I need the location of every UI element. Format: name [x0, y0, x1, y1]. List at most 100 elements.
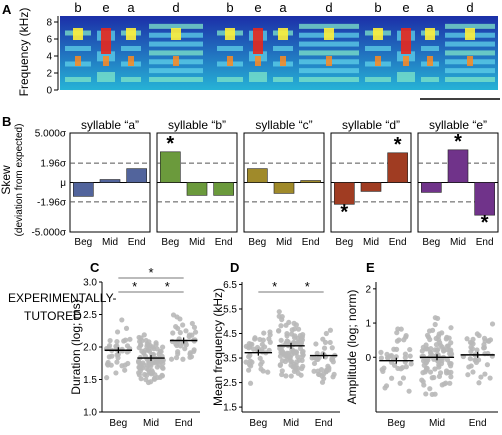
data-point [293, 366, 299, 372]
data-point [397, 380, 403, 386]
spectrogram-hotspot [280, 56, 286, 66]
data-point [437, 370, 444, 376]
data-point [191, 324, 198, 330]
data-point [168, 356, 175, 362]
spectrogram-harmonic [65, 46, 91, 51]
data-point [314, 350, 320, 356]
spectrogram-harmonic [121, 77, 141, 82]
data-point [329, 355, 335, 362]
scatter-x-tick-label: End [469, 418, 487, 429]
data-point [119, 317, 125, 323]
data-point [246, 354, 252, 360]
skew-x-tick-label: End [476, 237, 494, 248]
data-point [427, 336, 433, 343]
data-point [330, 374, 336, 380]
skew-y-tick-label: μ [60, 178, 66, 189]
data-point [289, 327, 295, 333]
data-point [315, 371, 322, 377]
significance-asterisk: * [305, 279, 310, 294]
spectrogram-harmonic [445, 23, 495, 29]
data-point [391, 362, 398, 368]
data-point [385, 355, 391, 361]
significance-asterisk: * [340, 201, 348, 223]
spectrogram-harmonic [445, 68, 495, 74]
data-point [400, 375, 407, 381]
data-point [278, 337, 284, 343]
data-point [278, 323, 284, 329]
data-point [137, 368, 143, 374]
spectrogram-harmonic [299, 68, 359, 74]
data-point [124, 343, 131, 349]
spectrogram-hotspot [255, 56, 261, 66]
data-point [311, 360, 318, 367]
scatter-panels: Duration (log; ms) 1.0 1.5 2.0 2.5 3.0 Beg Mid E… [69, 265, 498, 429]
spectrogram-harmonic [121, 46, 141, 51]
data-point [122, 337, 129, 343]
significance-asterisk: * [165, 279, 170, 294]
data-point [468, 363, 474, 369]
skew-panel: syllable “a” Beg Mid End [69, 118, 151, 248]
spectrogram-harmonic [65, 77, 91, 82]
skew-y-tick-label: -1.96σ [37, 197, 67, 208]
data-point [292, 340, 298, 346]
skew-bar [273, 182, 295, 194]
data-point [138, 376, 144, 382]
data-point [329, 345, 335, 351]
panel-label-e: E [366, 260, 375, 275]
spectrogram-harmonic [217, 46, 243, 51]
spectrogram-harmonic [149, 50, 203, 56]
data-point [257, 355, 263, 361]
data-point [127, 336, 133, 342]
spectrogram-harmonic [299, 77, 359, 82]
data-point [125, 348, 132, 354]
data-point [170, 312, 177, 318]
data-point [189, 320, 195, 327]
skew-y-tick-label: 5.000σ [35, 129, 67, 140]
data-point [259, 346, 265, 353]
data-point [323, 330, 329, 337]
data-point [260, 337, 266, 343]
data-point [146, 359, 152, 365]
data-point [267, 332, 273, 338]
spectrogram-hotspot [73, 28, 83, 40]
data-point [396, 337, 402, 343]
data-point [246, 367, 252, 373]
data-point [114, 352, 120, 358]
syllable-label: d [466, 0, 473, 15]
data-point [327, 327, 334, 333]
data-point [474, 331, 480, 337]
skew-bar [160, 151, 181, 183]
spectrogram-harmonic [149, 41, 203, 47]
data-point [150, 344, 156, 350]
spectrogram-harmonic [365, 46, 391, 51]
data-point [423, 391, 429, 397]
scatter-x-tick-label: Mid [429, 418, 445, 429]
skew-x-tick-label: Beg [422, 237, 440, 248]
scatter-ylabel: Duration (log; ms) [69, 299, 83, 394]
data-point [299, 350, 306, 356]
data-point [489, 321, 496, 327]
data-point [261, 330, 267, 336]
data-point [180, 322, 186, 328]
spectrogram [60, 16, 498, 90]
spectrogram-y-tick-label: 6 [46, 35, 52, 46]
syllable-label: a [127, 0, 135, 15]
skew-bar [99, 179, 121, 183]
spectrogram-hotspot [128, 56, 134, 66]
data-point [188, 354, 195, 360]
data-point [160, 344, 166, 350]
spectrogram-hotspot [225, 28, 235, 40]
skew-bar [73, 182, 94, 197]
data-point [378, 349, 384, 355]
data-point [288, 373, 294, 379]
data-point [154, 364, 160, 370]
data-point [448, 325, 454, 331]
skew-x-tick-label: Mid [450, 237, 466, 248]
panel-label-d: D [230, 260, 239, 275]
scatter-ylabel: Amplitude (log; norm) [345, 290, 359, 405]
data-point [250, 346, 257, 352]
skew-ylabel-main: Skew [0, 165, 13, 195]
data-point [429, 327, 436, 333]
scatter-x-tick-label: End [175, 418, 193, 429]
data-point [420, 353, 426, 359]
